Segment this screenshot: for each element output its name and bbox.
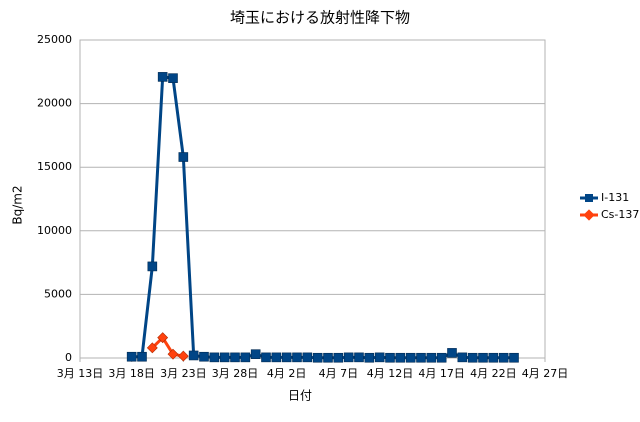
- data-point: [323, 352, 333, 363]
- data-point: [457, 352, 468, 363]
- chart-title: 埼玉における放射性降下物: [230, 9, 410, 27]
- data-point: [209, 352, 220, 363]
- y-tick-label: 20000: [37, 97, 72, 110]
- plot-area: [79, 39, 546, 359]
- data-point: [199, 351, 209, 362]
- data-point: [250, 349, 261, 359]
- data-point: [333, 352, 344, 363]
- x-axis-label: 日付: [288, 389, 312, 403]
- data-point: [498, 352, 509, 363]
- series-line: [131, 75, 514, 360]
- x-tick-label: 4月 7日: [319, 367, 359, 380]
- data-point: [385, 352, 395, 363]
- data-point: [157, 72, 168, 82]
- data-point: [416, 352, 426, 363]
- data-point: [126, 351, 137, 362]
- x-tick-label: 3月 23日: [160, 367, 207, 380]
- data-point: [364, 352, 375, 363]
- data-point: [167, 348, 179, 360]
- series-line: [151, 336, 184, 358]
- data-point: [312, 352, 323, 363]
- data-point: [281, 352, 292, 363]
- data-point: [447, 348, 457, 358]
- data-point: [374, 352, 385, 363]
- data-point: [230, 352, 240, 363]
- data-point: [178, 152, 189, 162]
- data-point: [436, 352, 447, 363]
- y-tick-label: 25000: [37, 33, 72, 46]
- data-point: [240, 352, 251, 363]
- data-point: [219, 352, 230, 363]
- data-point: [354, 352, 364, 363]
- data-point: [426, 352, 437, 363]
- data-point: [467, 352, 478, 363]
- y-tick-label: 10000: [37, 224, 72, 237]
- y-tick-label: 5000: [44, 287, 72, 300]
- data-point: [137, 351, 147, 362]
- data-point: [271, 352, 282, 363]
- x-tick-label: 3月 13日: [57, 367, 104, 380]
- x-tick-label: 4月 2日: [267, 367, 307, 380]
- legend-label: Cs-137: [601, 208, 639, 221]
- data-point: [146, 342, 158, 354]
- legend-marker: [583, 209, 595, 221]
- data-point: [509, 352, 519, 363]
- data-point: [302, 352, 313, 363]
- data-point: [292, 352, 302, 363]
- x-tick-label: 3月 28日: [212, 367, 259, 380]
- data-point: [147, 261, 158, 272]
- y-tick-label: 15000: [37, 160, 72, 173]
- data-point: [343, 352, 354, 363]
- data-point: [177, 350, 189, 362]
- data-point: [395, 352, 406, 363]
- x-tick-label: 4月 22日: [470, 367, 517, 380]
- data-point: [188, 350, 199, 361]
- data-point: [157, 332, 169, 344]
- y-axis-label: Bq/m2: [11, 185, 25, 224]
- legend-label: I-131: [601, 191, 629, 204]
- x-tick-label: 4月 17日: [418, 367, 465, 380]
- y-tick-label: 0: [65, 351, 72, 364]
- legend-marker: [585, 194, 593, 202]
- data-point: [478, 352, 488, 363]
- data-point: [261, 352, 271, 363]
- data-point: [168, 73, 178, 83]
- x-tick-label: 4月 27日: [522, 367, 569, 380]
- x-tick-label: 3月 18日: [108, 367, 155, 380]
- data-point: [488, 352, 499, 363]
- x-tick-label: 4月 12日: [367, 367, 414, 380]
- data-point: [405, 352, 416, 363]
